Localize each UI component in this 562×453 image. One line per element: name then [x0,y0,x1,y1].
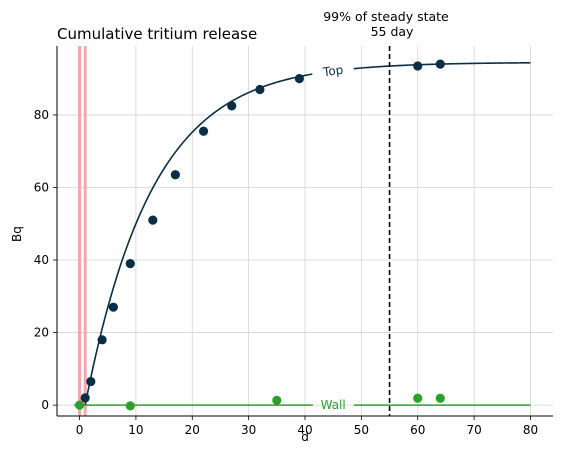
series-curves [73,61,531,406]
x-axis-label: d [301,430,309,444]
x-tick-label: 10 [128,423,143,437]
y-tick-label: 20 [34,326,49,340]
data-point [413,61,423,71]
series-label: Top [321,63,344,80]
data-point [97,335,107,345]
x-tick-label: 60 [410,423,425,437]
data-point [86,376,96,387]
data-point [108,302,118,312]
x-tick-label: 40 [297,423,312,437]
data-point [74,400,85,410]
data-point [435,59,445,69]
marker-lines [78,46,87,416]
data-point [198,126,209,136]
x-tick-label: 20 [185,423,200,437]
threshold-sublabel: 55 day [371,24,414,39]
series-labels: Top Wall [321,63,346,412]
y-tick-label: 60 [34,180,49,194]
data-point [227,101,237,111]
data-point [255,84,265,95]
y-axis-label: Bq [10,226,24,242]
axes [53,46,553,420]
data-point [272,395,282,406]
x-tick-label: 70 [466,423,481,437]
series-curve [84,73,313,406]
data-point [125,401,135,411]
x-tick-label: 0 [76,423,84,437]
y-tick-label: 80 [34,108,49,122]
series-label: Wall [321,398,346,412]
threshold-label: 99% of steady state [323,9,449,24]
x-tick-label: 30 [241,423,256,437]
data-point [413,393,423,403]
y-tick-label: 0 [41,398,49,412]
x-tick-label: 80 [523,423,538,437]
grid [57,46,553,416]
data-point [148,215,158,225]
x-tick-label: 50 [354,423,369,437]
data-point [80,393,90,403]
data-point [125,259,135,269]
data-point [294,74,304,84]
data-point [435,393,445,403]
chart-title: Cumulative tritium release [57,25,257,43]
data-points [74,59,445,411]
data-point [170,170,180,180]
y-tick-label: 40 [34,253,49,267]
tick-labels: 0 10 20 30 40 50 60 70 80 0 20 40 60 80 [34,108,538,437]
